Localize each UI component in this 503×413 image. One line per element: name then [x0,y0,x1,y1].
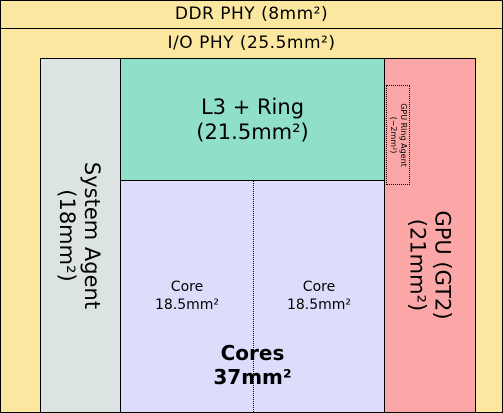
core-left-area: 18.5mm² [154,297,220,313]
l3-ring-name: L3 + Ring [200,95,305,119]
gpu-ring-agent-area: (~2mm²) [389,116,398,154]
gpu-area: (21mm²) [405,218,430,312]
ddr-phy-block: DDR PHY (8mm²) [0,0,503,29]
cores-total-area: 37mm² [213,365,292,389]
cores-block: Core 18.5mm² Core 18.5mm² Cores 37mm² [120,180,385,413]
core-right-area: 18.5mm² [286,297,352,313]
l3-ring-block: L3 + Ring (21.5mm²) [120,58,385,181]
system-agent-block: System Agent (18mm²) [40,58,121,413]
core-left-name: Core [170,279,204,295]
l3-ring-area: (21.5mm²) [196,120,309,144]
system-agent-text: System Agent (18mm²) [39,58,120,413]
system-agent-name: System Agent [80,161,105,310]
gpu-ring-agent-block: GPU Ring Agent (~2mm²) [386,85,410,185]
gpu-name: GPU (GT2) [430,210,455,320]
gpu-ring-agent-text: GPU Ring Agent (~2mm²) [387,85,409,185]
ddr-phy-label: DDR PHY (8mm²) [174,4,329,24]
core-right-name: Core [302,279,336,295]
cores-total-name: Cores [220,341,285,365]
io-phy-label: I/O PHY (25.5mm²) [167,33,336,53]
system-agent-area: (18mm²) [55,189,80,282]
core-divider [253,181,254,412]
gpu-ring-agent-name: GPU Ring Agent [399,103,408,167]
gpu-block: GPU (GT2) (21mm²) GPU Ring Agent (~2mm²) [384,58,476,413]
